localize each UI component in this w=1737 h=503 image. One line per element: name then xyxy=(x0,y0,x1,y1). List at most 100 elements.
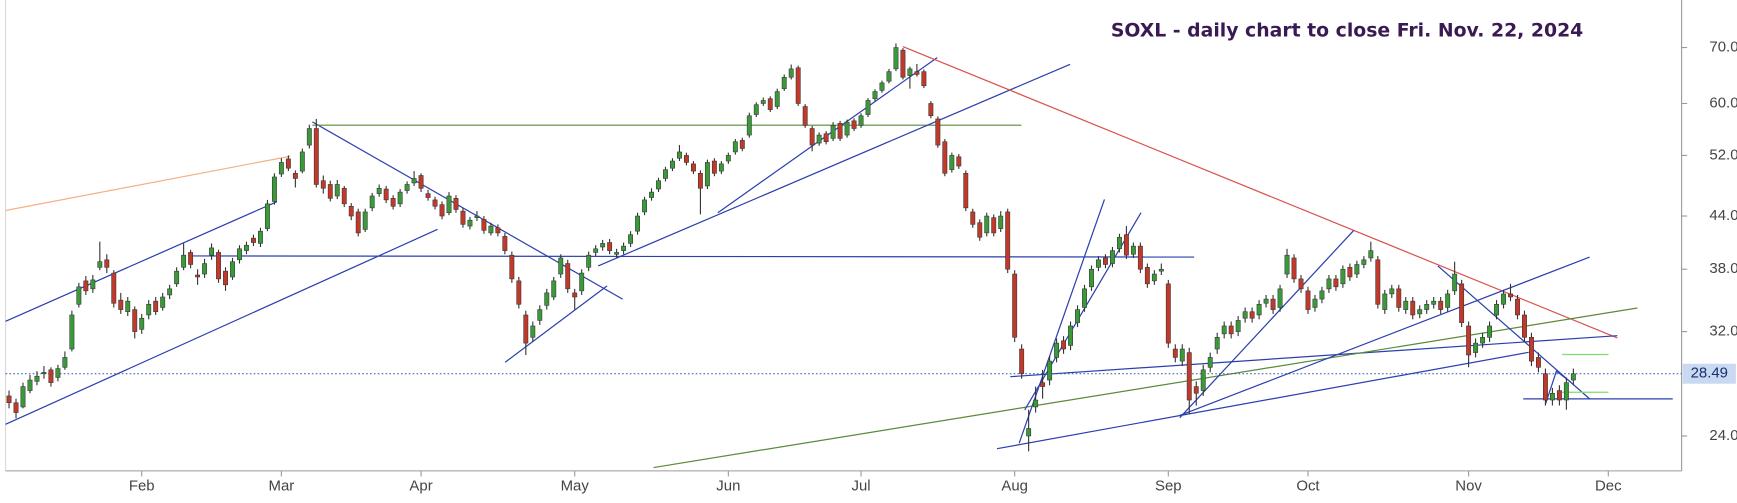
candle-body xyxy=(1403,300,1409,310)
candle-body xyxy=(1270,298,1276,310)
candle-body xyxy=(711,160,717,174)
candle-body xyxy=(292,173,298,179)
candle-body xyxy=(795,67,801,104)
candle-body xyxy=(718,163,724,172)
candle-body xyxy=(1375,259,1381,305)
candle-body xyxy=(977,222,983,238)
candle-body xyxy=(1096,259,1101,268)
candle-body xyxy=(530,325,536,338)
candle-body xyxy=(628,234,634,244)
candle-body xyxy=(1172,348,1178,358)
candle-body xyxy=(1529,337,1534,362)
x-tick-label: Apr xyxy=(409,477,432,494)
candle-body xyxy=(1221,325,1227,335)
candle-body xyxy=(851,120,857,129)
candle-body xyxy=(230,261,235,278)
candle-body xyxy=(998,215,1004,229)
candle-body xyxy=(593,248,599,253)
trendline xyxy=(5,155,291,212)
chart-title: SOXL - daily chart to close Fri. Nov. 22… xyxy=(1111,21,1583,42)
x-tick-label: Jun xyxy=(716,477,740,494)
candle-body xyxy=(334,184,340,197)
candle-body xyxy=(907,68,913,76)
candle-body xyxy=(460,210,466,225)
candle-body xyxy=(621,245,627,251)
candle-body xyxy=(690,163,696,172)
candle-body xyxy=(1445,293,1451,308)
candle-body xyxy=(153,300,159,313)
candle-body xyxy=(837,123,843,139)
candle-body xyxy=(104,259,110,268)
candle-body xyxy=(1005,211,1011,270)
candle-body xyxy=(809,128,815,146)
candle-body xyxy=(823,133,829,142)
candle-body xyxy=(1326,278,1332,290)
candle-body xyxy=(20,386,26,408)
candle-body xyxy=(355,211,361,234)
candle-body xyxy=(404,184,410,191)
x-tick-label: Sep xyxy=(1155,477,1182,494)
candle-body xyxy=(704,162,710,187)
candle-body xyxy=(1193,386,1199,394)
candle-body xyxy=(1556,390,1562,401)
trendline xyxy=(1179,230,1355,419)
candle-body xyxy=(844,121,850,136)
candle-body xyxy=(502,236,508,251)
candle-body xyxy=(1256,304,1262,316)
candle-body xyxy=(893,47,899,70)
candle-body xyxy=(1305,290,1311,310)
candle-body xyxy=(928,103,934,117)
trendline xyxy=(902,45,1618,339)
y-tick-label: 24.00 xyxy=(1709,427,1737,444)
candle-body xyxy=(788,68,794,78)
candle-body xyxy=(802,106,808,126)
candle-body xyxy=(579,272,585,292)
candle-body xyxy=(188,252,194,265)
candle-body xyxy=(656,180,661,190)
candle-body xyxy=(271,176,277,202)
x-tick-label: May xyxy=(561,477,590,494)
candle-body xyxy=(1368,250,1374,259)
candle-body xyxy=(1075,309,1080,323)
trendline xyxy=(5,201,278,322)
candle-body xyxy=(251,237,256,243)
candle-body xyxy=(551,280,557,298)
candle-body xyxy=(425,193,431,198)
candle-body xyxy=(299,151,305,172)
current-price-label: 28.49 xyxy=(1691,365,1728,382)
candle-body xyxy=(1228,325,1234,335)
candle-body xyxy=(1165,283,1171,344)
y-tick-label: 44.00 xyxy=(1709,207,1737,224)
candle-body xyxy=(753,104,759,115)
candle-body xyxy=(774,91,780,107)
candle-body xyxy=(111,272,117,304)
candle-body xyxy=(313,128,319,185)
candle-body xyxy=(670,160,675,169)
candle-body xyxy=(132,309,138,332)
candle-body xyxy=(306,128,312,146)
candle-body xyxy=(900,49,906,78)
candle-body xyxy=(1410,300,1416,316)
y-tick-label: 70.00 xyxy=(1709,38,1737,55)
candle-body xyxy=(739,140,745,149)
candle-body xyxy=(1144,267,1150,285)
candle-body xyxy=(642,199,647,213)
candle-body xyxy=(27,379,33,391)
candle-body xyxy=(1047,360,1053,381)
current-price-tag xyxy=(1682,363,1736,384)
candle-body xyxy=(1487,325,1493,338)
candle-body xyxy=(935,118,941,146)
candle-body xyxy=(118,299,124,310)
candle-body xyxy=(886,71,892,82)
candle-body xyxy=(949,155,955,170)
candle-body xyxy=(760,100,766,104)
candle-body xyxy=(432,199,438,207)
trendline xyxy=(597,63,1071,267)
candle-body xyxy=(83,280,89,292)
candle-body xyxy=(446,195,452,214)
y-tick-label: 32.00 xyxy=(1709,323,1737,340)
candle-body xyxy=(320,180,326,189)
candle-body xyxy=(1291,257,1297,280)
